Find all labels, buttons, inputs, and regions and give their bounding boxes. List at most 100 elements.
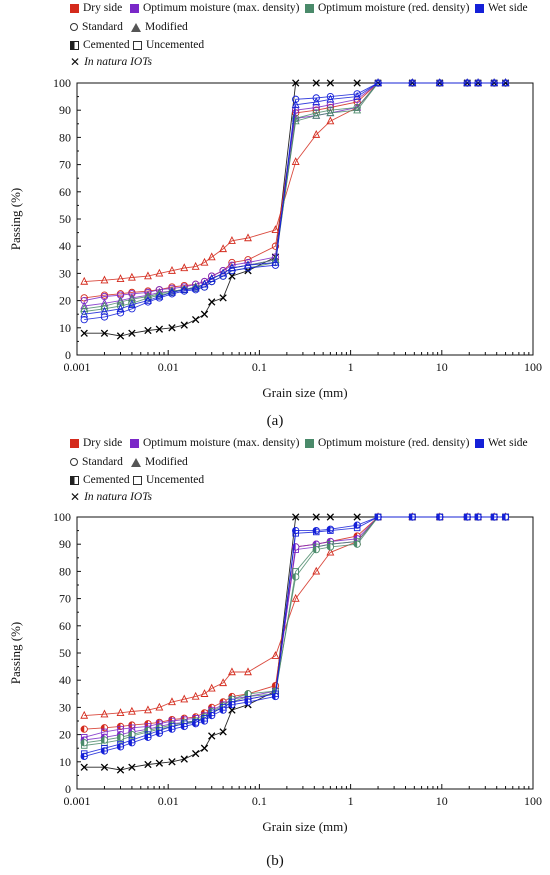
- y-tick-label: 100: [53, 510, 71, 524]
- data-point: [219, 678, 228, 687]
- data-point-fill: [117, 734, 121, 741]
- data-point: [501, 78, 510, 87]
- y-tick-label: 60: [59, 619, 71, 633]
- data-point: [244, 233, 252, 242]
- data-point: [80, 294, 88, 302]
- y-tick-label: 50: [59, 212, 71, 226]
- square-marker-icon: [133, 40, 142, 50]
- data-point: [127, 272, 136, 281]
- data-point: [312, 109, 320, 117]
- legend-label: Modified: [145, 21, 188, 33]
- legend-label: In natura IOTs: [84, 491, 153, 503]
- data-point: [326, 94, 335, 103]
- data-point-fill: [81, 739, 85, 746]
- data-point: [312, 79, 320, 87]
- data-point: [116, 295, 125, 304]
- data-point: [326, 106, 335, 114]
- legend-item-natura: ✕ In natura IOTs: [70, 491, 152, 503]
- data-point: [116, 708, 125, 716]
- data-point: [353, 90, 361, 98]
- legend-label: Uncemented: [146, 474, 205, 486]
- legend-label: In natura IOTs: [84, 56, 153, 68]
- data-point: [100, 275, 109, 284]
- data-point: [219, 704, 227, 711]
- dry-swatch-icon: [70, 3, 79, 13]
- legend-label: Wet side: [488, 2, 528, 14]
- data-point: [155, 268, 164, 277]
- opt-red-swatch-icon: [305, 3, 314, 13]
- wet-swatch-icon: [475, 438, 484, 448]
- triangle-marker-icon: [131, 457, 141, 467]
- data-point: [374, 78, 382, 87]
- data-point: [244, 256, 252, 264]
- y-tick-label: 10: [59, 755, 71, 769]
- data-point: [271, 651, 280, 659]
- data-point: [200, 744, 209, 752]
- y-tick-label: 80: [59, 564, 71, 578]
- data-point: [100, 709, 109, 718]
- panel-label-b: (b): [266, 853, 284, 869]
- data-point: [201, 715, 208, 722]
- y-tick-label: 20: [59, 294, 71, 308]
- data-point: [168, 265, 176, 274]
- half-filled-marker-icon: [70, 40, 79, 50]
- data-point: [128, 329, 136, 337]
- data-point: [312, 528, 320, 536]
- plot-frame: [76, 516, 534, 790]
- circle-marker-icon: [70, 458, 78, 466]
- legend-item-dry: Dry side: [70, 2, 122, 14]
- y-axis-title: Passing (%): [8, 188, 23, 250]
- y-tick-label: 50: [59, 646, 71, 660]
- data-point: [80, 309, 89, 318]
- y-tick-label: 0: [65, 782, 71, 796]
- data-point: [408, 78, 417, 87]
- data-point: [207, 274, 216, 282]
- x-tick-label: 100: [524, 360, 542, 374]
- panel-label-a: (a): [266, 413, 284, 429]
- data-point: [144, 271, 152, 280]
- data-point: [326, 547, 335, 556]
- data-point: [144, 294, 152, 302]
- legend-label: Standard: [82, 456, 123, 468]
- data-point-fill: [272, 682, 276, 689]
- data-point: [191, 749, 200, 758]
- x-tick-label: 0.01: [158, 794, 179, 808]
- data-point: [244, 258, 252, 267]
- data-point: [80, 750, 88, 757]
- series-opt_red-circle: [80, 79, 510, 316]
- y-tick-label: 40: [59, 239, 71, 253]
- data-point: [271, 225, 280, 234]
- data-point-fill: [313, 546, 317, 553]
- data-point: [353, 524, 361, 532]
- data-point: [326, 116, 335, 125]
- data-point-fill: [327, 543, 331, 551]
- triangle-marker-icon: [131, 22, 141, 32]
- opt-red-swatch-icon: [305, 438, 314, 448]
- data-point: [490, 513, 498, 521]
- data-point: [200, 310, 209, 318]
- data-point: [144, 731, 152, 738]
- data-point: [435, 78, 444, 87]
- data-point: [101, 744, 108, 752]
- data-point: [353, 105, 362, 114]
- data-point: [326, 108, 335, 117]
- legend-a: Dry side Optimum moisture (max. density)…: [0, 0, 550, 72]
- x-tick-label: 0.01: [158, 360, 179, 374]
- x-axis-title: Grain size (mm): [262, 819, 347, 834]
- x-axis-title: Grain size (mm): [262, 385, 347, 400]
- data-point: [474, 513, 482, 521]
- data-point: [353, 103, 361, 112]
- legend-label: Optimum moisture (red. density): [318, 437, 470, 449]
- data-point: [100, 313, 109, 321]
- data-point: [181, 720, 188, 727]
- data-point: [116, 766, 125, 774]
- data-point: [272, 690, 279, 698]
- figure-panel-b: Dry side Optimum moisture (max. density)…: [0, 435, 550, 875]
- data-point: [312, 106, 320, 114]
- chart-b: 0 10 20 30 40 50 60 70 80 90 100 0.001 0.01 0.1 1 10 100…: [8, 510, 542, 834]
- data-point: [168, 287, 176, 296]
- data-point: [353, 513, 361, 521]
- data-point: [100, 329, 109, 337]
- y-tick-label: 90: [59, 537, 71, 551]
- legend-label: Wet side: [488, 437, 528, 449]
